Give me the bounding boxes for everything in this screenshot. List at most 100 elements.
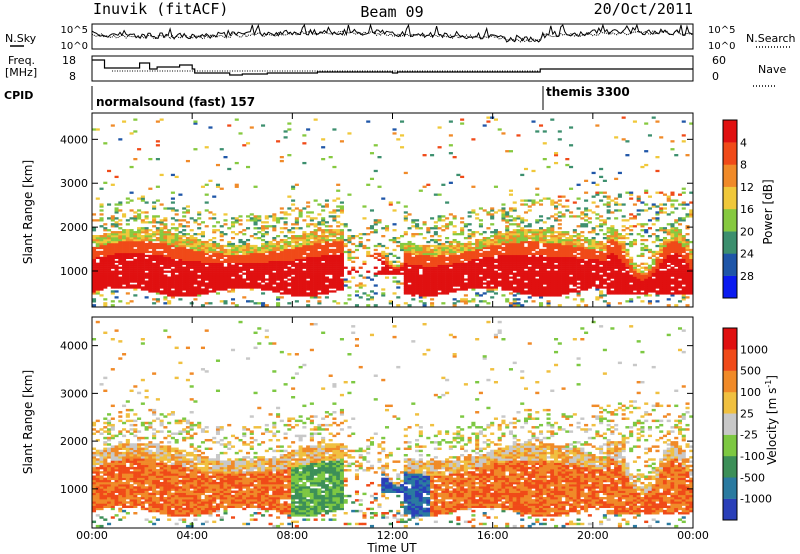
data-cell — [610, 238, 615, 242]
data-cell — [204, 209, 209, 212]
data-cell — [640, 278, 645, 281]
data-cell — [125, 276, 130, 279]
data-cell — [332, 256, 337, 260]
data-cell — [591, 201, 596, 204]
data-cell — [565, 236, 570, 240]
data-cell — [486, 274, 491, 277]
data-cell — [572, 248, 577, 252]
data-cell — [606, 227, 611, 230]
data-cell — [599, 223, 604, 226]
data-cell — [298, 276, 303, 279]
data-cell — [501, 246, 506, 250]
data-cell — [174, 290, 179, 293]
data-cell — [223, 233, 228, 236]
data-cell — [306, 286, 311, 289]
data-cell — [520, 292, 525, 295]
data-cell — [133, 272, 138, 275]
data-cell — [332, 290, 337, 293]
data-cell — [257, 231, 262, 234]
data-cell — [204, 225, 209, 228]
data-cell — [569, 266, 574, 269]
data-cell — [306, 246, 311, 250]
data-cell — [129, 270, 134, 273]
data-cell — [426, 248, 431, 252]
data-cell — [92, 290, 97, 293]
data-cell — [674, 236, 679, 240]
data-cell — [505, 227, 510, 230]
data-cell — [140, 229, 145, 232]
data-cell — [238, 132, 243, 135]
data-cell — [317, 270, 322, 273]
data-cell — [610, 231, 615, 234]
data-cell — [302, 142, 307, 145]
data-cell — [557, 236, 562, 240]
data-cell — [486, 272, 491, 275]
data-cell — [129, 254, 134, 258]
data-cell — [377, 221, 382, 224]
data-cell — [572, 270, 577, 273]
data-cell — [535, 266, 540, 269]
data-cell — [294, 244, 299, 248]
data-cell — [418, 290, 423, 293]
data-cell — [486, 282, 491, 285]
data-cell — [170, 227, 175, 230]
data-cell — [617, 302, 622, 305]
data-cell — [437, 254, 442, 258]
data-cell — [324, 238, 329, 242]
data-cell — [212, 284, 217, 287]
data-cell — [595, 256, 600, 260]
data-cell — [621, 258, 626, 261]
data-cell — [644, 248, 649, 252]
data-cell — [482, 264, 487, 267]
data-cell — [614, 177, 619, 181]
data-cell — [520, 286, 525, 289]
data-cell — [208, 290, 213, 293]
data-cell — [486, 276, 491, 279]
data-cell — [163, 288, 168, 291]
data-cell — [621, 236, 626, 240]
data-cell — [497, 128, 502, 131]
data-cell — [422, 266, 427, 269]
data-cell — [114, 284, 119, 287]
data-cell — [505, 254, 510, 258]
data-cell — [606, 248, 611, 252]
data-cell — [647, 266, 652, 269]
data-cell — [546, 260, 551, 263]
data-cell — [617, 274, 622, 277]
data-cell — [403, 272, 408, 275]
data-cell — [561, 195, 566, 198]
data-cell — [478, 260, 483, 263]
data-cell — [317, 246, 322, 250]
data-cell — [670, 199, 675, 202]
data-cell — [606, 209, 611, 212]
data-cell — [174, 276, 179, 279]
data-cell — [294, 272, 299, 275]
data-cell — [512, 254, 517, 258]
data-cell — [122, 256, 127, 260]
data-cell — [125, 252, 130, 256]
data-cell — [576, 260, 581, 263]
data-cell — [272, 242, 277, 246]
data-cell — [351, 242, 356, 246]
data-cell — [309, 219, 314, 222]
data-cell — [249, 246, 254, 250]
data-cell — [321, 276, 326, 279]
data-cell — [313, 274, 318, 277]
data-cell — [358, 242, 363, 246]
data-cell — [189, 290, 194, 293]
data-cell — [670, 272, 675, 275]
data-cell — [261, 246, 266, 250]
data-cell — [584, 304, 589, 307]
data-cell — [178, 278, 183, 281]
data-cell — [197, 282, 202, 285]
data-cell — [437, 258, 442, 261]
data-cell — [422, 260, 427, 263]
data-cell — [287, 262, 292, 265]
data-cell — [321, 238, 326, 242]
data-cell — [471, 276, 476, 279]
data-cell — [129, 250, 134, 254]
data-cell — [114, 175, 119, 179]
data-cell — [599, 248, 604, 252]
data-cell — [625, 270, 630, 273]
data-cell — [384, 252, 390, 256]
